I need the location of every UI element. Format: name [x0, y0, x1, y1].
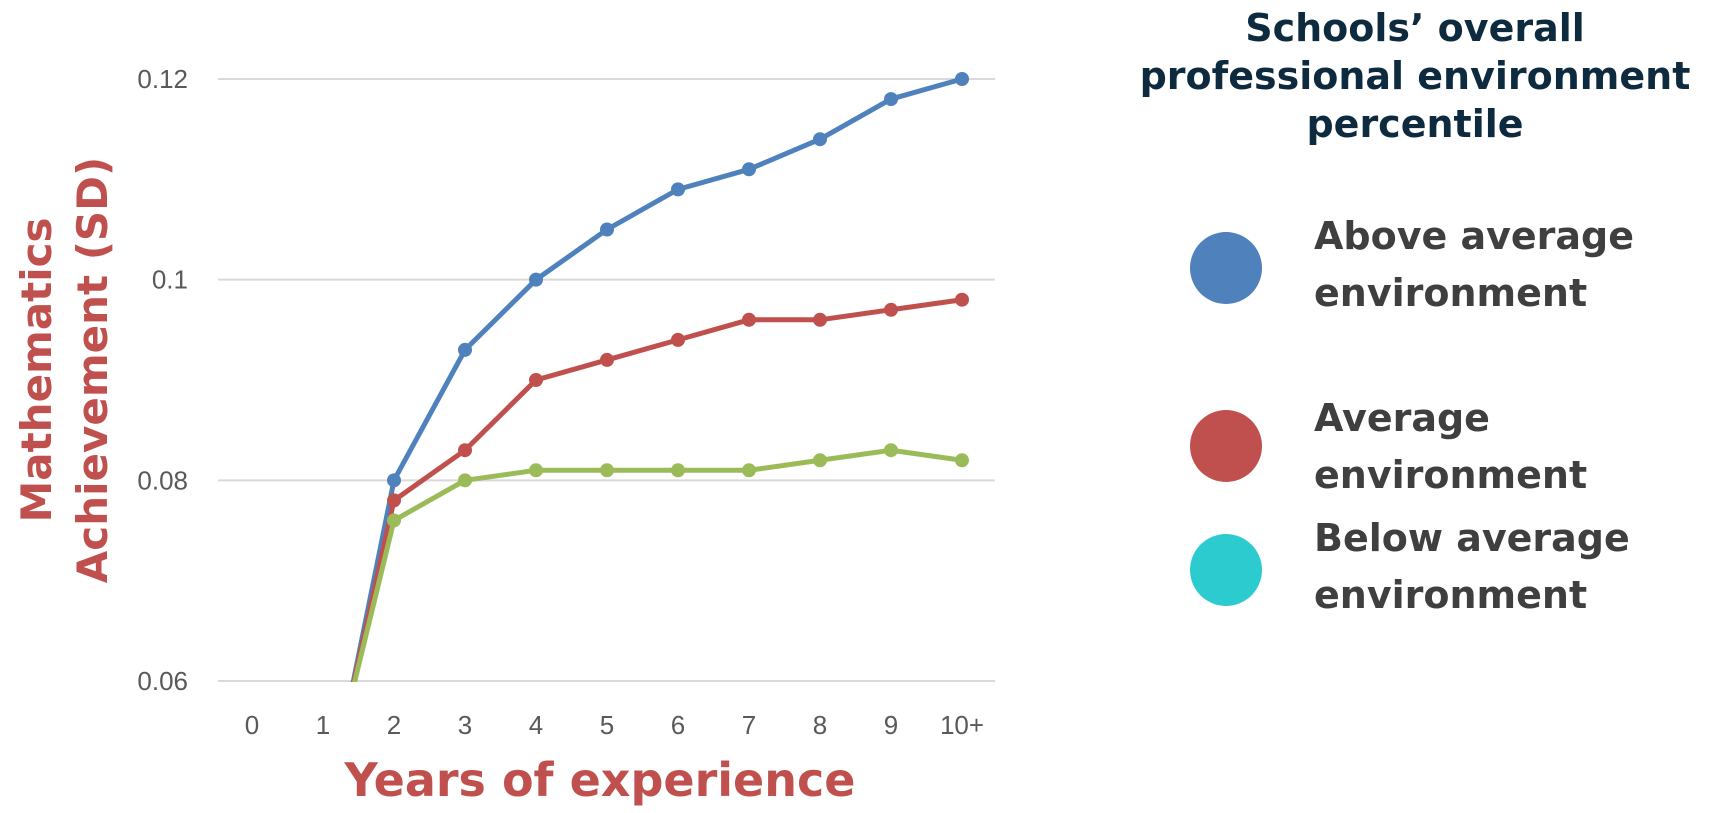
data-point — [742, 463, 756, 478]
data-point — [387, 513, 401, 528]
x-tick-label: 8 — [813, 710, 827, 740]
data-point — [387, 473, 401, 488]
data-point — [813, 312, 827, 327]
data-point — [600, 352, 614, 367]
data-point — [742, 162, 756, 177]
data-point — [884, 92, 898, 107]
data-point — [884, 302, 898, 317]
x-tick-label: 0 — [245, 710, 259, 740]
legend-item-above: Above average environment — [1190, 208, 1710, 368]
y-axis-title: Mathematics Achievement (SD) — [12, 156, 117, 584]
legend-title: Schools’ overall professional environmen… — [1139, 6, 1691, 146]
legend-marker-above — [1190, 232, 1262, 304]
series-line — [351, 297, 963, 682]
data-point — [529, 373, 543, 387]
x-tick-label: 9 — [884, 710, 898, 740]
legend-item-average: Average environment — [1190, 390, 1710, 510]
y-tick-labels: 0.06 0.08 0.1 0.12 — [137, 64, 188, 696]
x-tick-label: 5 — [600, 710, 614, 740]
data-point — [387, 493, 401, 508]
data-point — [742, 312, 756, 327]
data-point — [529, 272, 543, 287]
y-tick-label: 0.1 — [152, 265, 188, 295]
data-point — [600, 222, 614, 237]
x-tick-label: 10+ — [940, 710, 984, 740]
data-point — [884, 443, 898, 458]
x-tick-label: 3 — [458, 710, 472, 740]
x-tick-labels: 0 1 2 3 4 5 6 7 8 9 10+ — [245, 710, 984, 740]
data-point — [671, 463, 685, 478]
data-point — [955, 72, 969, 86]
data-point — [458, 443, 472, 458]
data-point — [458, 473, 472, 488]
x-tick-label: 7 — [742, 710, 756, 740]
data-point — [671, 182, 685, 197]
data-point — [955, 292, 969, 307]
x-tick-label: 4 — [529, 710, 543, 740]
x-axis-title: Years of experience — [344, 753, 856, 807]
y-tick-label: 0.08 — [137, 465, 188, 495]
legend-marker-below — [1190, 534, 1262, 606]
x-tick-label: 2 — [387, 710, 401, 740]
y-tick-label: 0.06 — [137, 666, 188, 696]
x-tick-label: 1 — [316, 710, 330, 740]
data-point — [529, 463, 543, 478]
data-point — [955, 453, 969, 468]
data-point — [813, 132, 827, 147]
legend-item-below: Below average environment — [1190, 510, 1710, 670]
series-line — [352, 447, 963, 682]
series-1 — [351, 292, 969, 682]
y-tick-label: 0.12 — [137, 64, 188, 94]
series-2 — [352, 443, 969, 682]
data-point — [671, 332, 685, 347]
data-point — [600, 463, 614, 478]
legend-label-average: Average environment — [1314, 396, 1588, 497]
x-tick-label: 6 — [671, 710, 685, 740]
legend-marker-average — [1190, 410, 1262, 482]
legend-label-above: Above average environment — [1314, 214, 1635, 315]
series-line — [350, 76, 963, 682]
series-lines — [350, 72, 969, 682]
data-point — [458, 342, 472, 357]
legend-label-below: Below average environment — [1314, 516, 1630, 617]
data-point — [813, 453, 827, 468]
series-0 — [350, 72, 969, 682]
gridlines — [218, 78, 995, 682]
